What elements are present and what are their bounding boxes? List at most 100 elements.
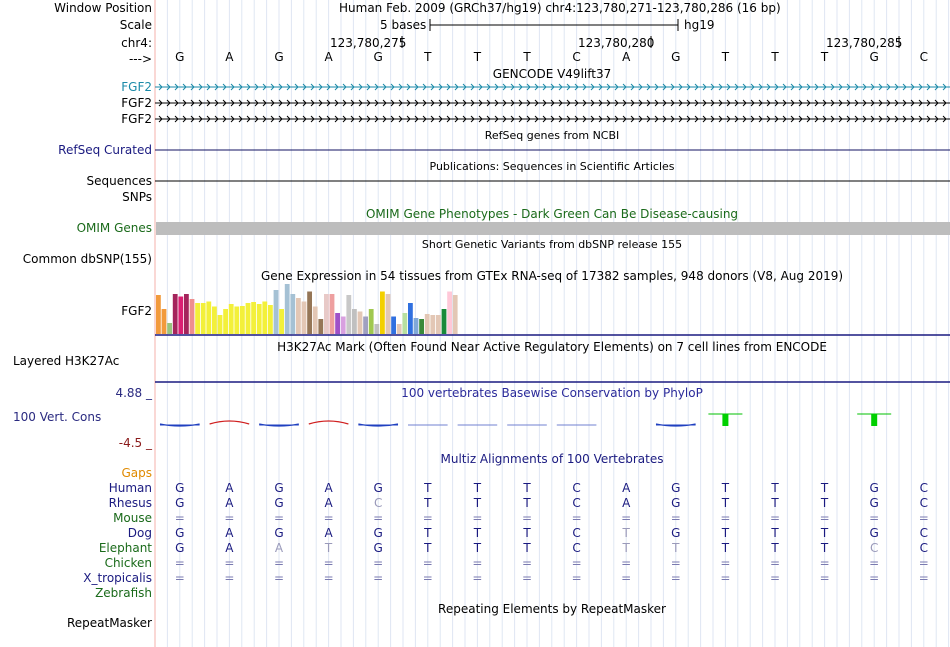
dbsnp-track-label[interactable]: Common dbSNP(155) — [22, 252, 152, 266]
cons-track-title[interactable]: 100 vertebrates Basewise Conservation by… — [401, 386, 703, 400]
gtex-tissue-bar — [240, 306, 245, 334]
refseq-track-title[interactable]: RefSeq genes from NCBI — [484, 129, 620, 142]
alignment-base: A — [225, 481, 234, 495]
alignment-base: C — [919, 541, 928, 555]
gtex-tissue-bar — [161, 309, 167, 334]
alignment-base: = — [323, 556, 334, 570]
alignment-base: G — [869, 496, 879, 510]
gtex-tissue-bar — [212, 306, 217, 334]
gtex-tissue-bar — [318, 319, 324, 334]
alignment-base: C — [919, 496, 928, 510]
snps-track-label[interactable]: SNPs — [122, 190, 152, 204]
omim-track-label[interactable]: OMIM Genes — [76, 221, 152, 235]
gtex-tissue-bar — [436, 315, 441, 334]
gtex-tissue-bar — [335, 313, 340, 334]
refseq-track-label[interactable]: RefSeq Curated — [58, 143, 152, 157]
species-label-x_tropicalis[interactable]: X_tropicalis — [83, 571, 152, 585]
gtex-tissue-bar — [346, 295, 352, 334]
alignment-base: T — [771, 541, 779, 555]
alignment-base: G — [373, 541, 383, 555]
gtex-tissue-bar — [396, 324, 402, 334]
species-label-rhesus[interactable]: Rhesus — [108, 496, 152, 510]
alignment-base: T — [424, 481, 432, 495]
alignment-base: G — [175, 496, 185, 510]
alignment-base: = — [521, 571, 533, 585]
gencode-gene-label-1[interactable]: FGF2 — [121, 80, 152, 94]
gencode-gene-label-2[interactable]: FGF2 — [121, 96, 152, 110]
alignment-base: T — [473, 526, 482, 540]
repeatmasker-track-label[interactable]: RepeatMasker — [66, 616, 152, 630]
alignment-base: T — [820, 481, 829, 495]
species-label-elephant[interactable]: Elephant — [98, 541, 152, 555]
gtex-tissue-bar — [172, 294, 178, 334]
dna-base: G — [373, 50, 383, 64]
gtex-tissue-bar — [352, 309, 357, 334]
alignment-base: G — [869, 526, 879, 540]
dna-base: C — [572, 50, 581, 64]
alignment-base: A — [274, 541, 284, 555]
alignment-base: = — [273, 511, 285, 525]
omim-phenotype-bar — [156, 222, 950, 235]
alignment-base: C — [572, 496, 581, 510]
gtex-tissue-bar — [200, 303, 206, 334]
alignment-base: = — [720, 571, 731, 585]
gencode-transcript-3 — [155, 115, 950, 123]
alignment-base: G — [373, 481, 383, 495]
gencode-track-title[interactable]: GENCODE V49lift37 — [492, 67, 612, 81]
species-label-dog[interactable]: Dog — [127, 526, 152, 540]
alignment-base: = — [521, 556, 533, 570]
gtex-tissue-bar — [324, 294, 329, 334]
alignment-base: = — [521, 511, 533, 525]
alignment-base: C — [919, 526, 928, 540]
alignment-base: C — [373, 496, 383, 510]
dna-base: G — [175, 50, 185, 64]
gtex-tissue-bar — [452, 295, 458, 334]
cons-min-label: -4.5 _ — [118, 436, 152, 450]
repeatmasker-track-title[interactable]: Repeating Elements by RepeatMasker — [438, 602, 666, 616]
gencode-gene-label-3[interactable]: FGF2 — [121, 112, 152, 126]
alignment-base: T — [424, 541, 432, 555]
gtex-tissue-bar — [178, 296, 184, 334]
gtex-gene-label[interactable]: FGF2 — [121, 304, 152, 318]
gtex-tissue-bar — [301, 301, 307, 334]
gtex-tissue-bar — [228, 304, 234, 334]
alignment-base: G — [671, 496, 681, 510]
omim-track-title[interactable]: OMIM Gene Phenotypes - Dark Green Can Be… — [365, 207, 739, 221]
publications-track-title[interactable]: Publications: Sequences in Scientific Ar… — [429, 160, 675, 173]
alignment-base: = — [273, 571, 285, 585]
gtex-tissue-bar — [290, 294, 296, 334]
species-label-human[interactable]: Human — [108, 481, 152, 495]
alignment-base: = — [323, 571, 334, 585]
cons-score-bar — [871, 414, 878, 426]
alignment-base: T — [424, 526, 432, 540]
alignment-base: = — [918, 556, 929, 570]
dna-base: G — [869, 50, 879, 64]
dna-strand-label: ---> — [128, 52, 152, 66]
ruler-position-2: 123,780,280 — [578, 36, 655, 50]
alignment-base: = — [373, 556, 384, 570]
multiz-track-title[interactable]: Multiz Alignments of 100 Vertebrates — [440, 452, 664, 466]
gtex-track-title[interactable]: Gene Expression in 54 tissues from GTEx … — [260, 269, 844, 283]
gtex-tissue-bar — [223, 309, 228, 334]
species-label-mouse[interactable]: Mouse — [113, 511, 152, 525]
gtex-tissue-bar — [380, 291, 385, 334]
gtex-tissue-bar — [307, 291, 312, 334]
species-label-zebrafish[interactable]: Zebrafish — [95, 586, 152, 600]
alignment-base: A — [324, 526, 333, 540]
h3k27ac-track-label[interactable]: Layered H3K27Ac — [13, 354, 120, 368]
alignment-base: T — [523, 541, 531, 555]
dna-base: G — [671, 50, 681, 64]
h3k27ac-track-title[interactable]: H3K27Ac Mark (Often Found Near Active Re… — [277, 340, 827, 354]
publications-track-label[interactable]: Sequences — [86, 174, 152, 188]
scale-bar-text: 5 bases — [380, 18, 427, 32]
species-label-chicken[interactable]: Chicken — [104, 556, 152, 570]
alignment-base: = — [769, 556, 781, 570]
alignment-base: = — [670, 511, 681, 525]
gtex-tissue-bar — [268, 305, 273, 334]
alignment-base: G — [373, 526, 383, 540]
alignment-base: T — [424, 496, 432, 510]
cons-track-label[interactable]: 100 Vert. Cons — [13, 410, 102, 424]
dbsnp-track-title[interactable]: Short Genetic Variants from dbSNP releas… — [421, 238, 683, 251]
